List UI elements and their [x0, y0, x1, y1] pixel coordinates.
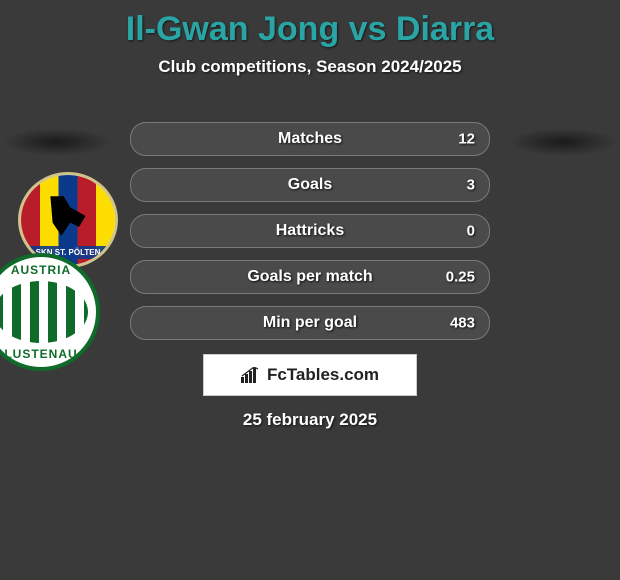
subtitle: Club competitions, Season 2024/2025 [0, 57, 620, 77]
badge-left-wolf-icon [46, 196, 90, 240]
stat-value-right: 0 [467, 223, 475, 240]
brand-text: FcTables.com [267, 365, 379, 385]
bar-chart-icon [241, 367, 261, 383]
stat-row-goals-per-match: Goals per match 0.25 [130, 260, 490, 294]
stat-label: Min per goal [263, 314, 357, 332]
badge-right-stripes [0, 281, 88, 343]
stat-row-hattricks: Hattricks 0 [130, 214, 490, 248]
stat-label: Hattricks [276, 222, 344, 240]
stats-container: Matches 12 Goals 3 Hattricks 0 Goals per… [130, 122, 490, 352]
team-badge-right: AUSTRIA LUSTENAU [0, 253, 100, 371]
badge-right-top-text: AUSTRIA [0, 263, 96, 277]
stat-value-right: 483 [450, 315, 475, 332]
player-shadow-left [2, 128, 112, 156]
stat-label: Goals [288, 176, 332, 194]
stat-label: Goals per match [247, 268, 372, 286]
page-title: Il-Gwan Jong vs Diarra [0, 0, 620, 49]
brand-box[interactable]: FcTables.com [203, 354, 417, 396]
stat-row-goals: Goals 3 [130, 168, 490, 202]
stat-value-right: 12 [458, 131, 475, 148]
badge-right-bottom-text: LUSTENAU [0, 347, 96, 361]
stat-label: Matches [278, 130, 342, 148]
badge-left-stripes: SKN ST. PÖLTEN [21, 175, 115, 265]
stat-row-matches: Matches 12 [130, 122, 490, 156]
stat-value-right: 3 [467, 177, 475, 194]
stat-row-min-per-goal: Min per goal 483 [130, 306, 490, 340]
stat-value-right: 0.25 [446, 269, 475, 286]
player-shadow-right [508, 128, 618, 156]
date-text: 25 february 2025 [0, 410, 620, 430]
